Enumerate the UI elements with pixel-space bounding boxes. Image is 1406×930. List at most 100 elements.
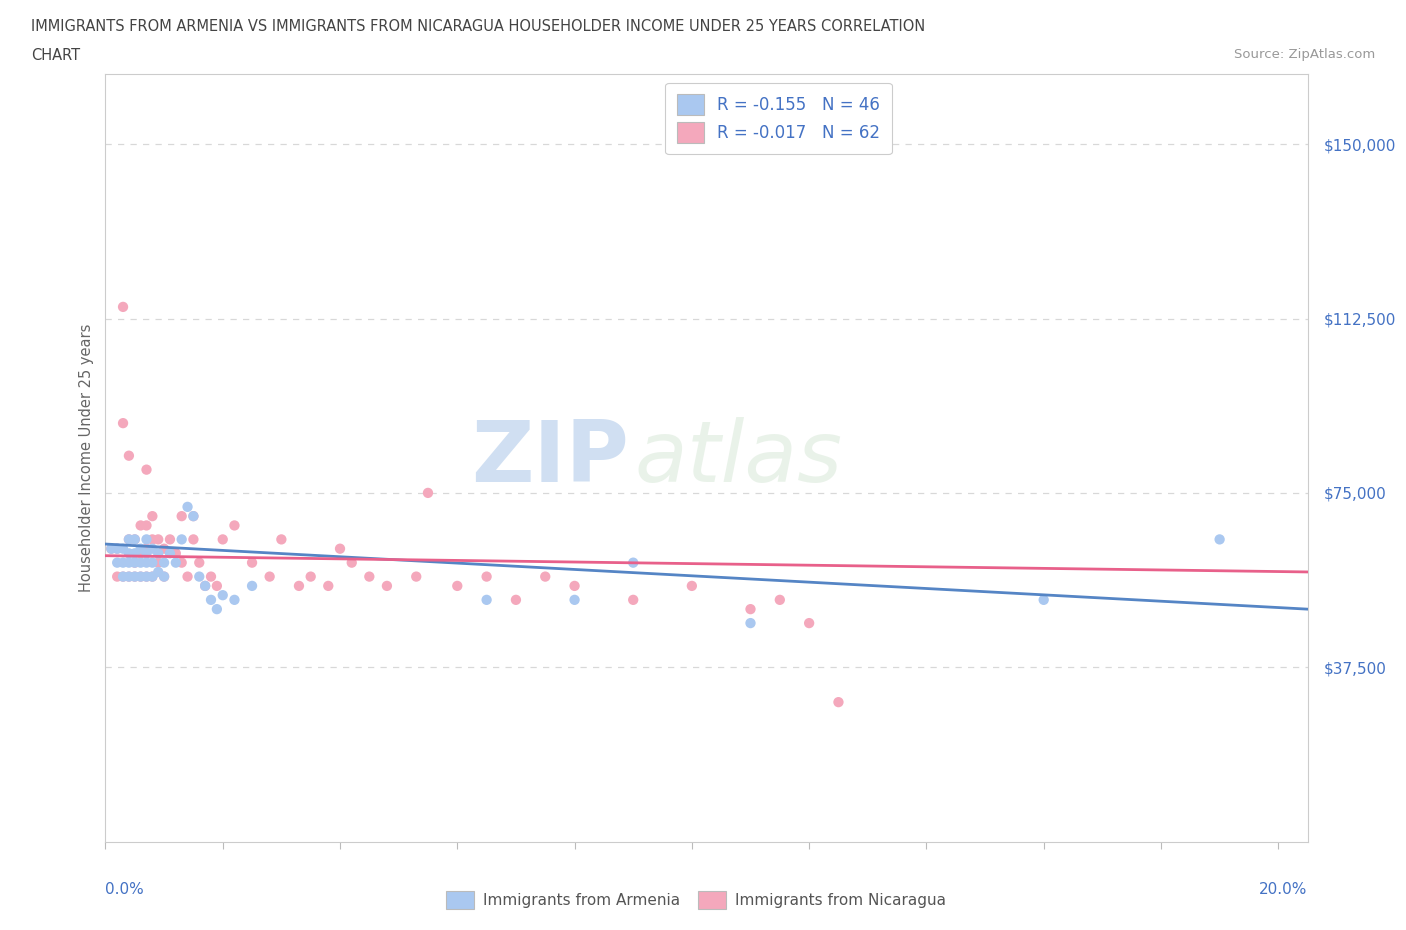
- Point: [159, 546, 181, 561]
- Point: [141, 532, 163, 547]
- Point: [141, 555, 163, 570]
- Point: [153, 555, 176, 570]
- Point: [118, 546, 141, 561]
- Point: [124, 555, 146, 570]
- Point: [148, 555, 170, 570]
- Point: [124, 546, 146, 561]
- Point: [118, 555, 141, 570]
- Point: [105, 555, 128, 570]
- Point: [200, 569, 222, 584]
- Point: [564, 592, 586, 607]
- Point: [475, 592, 498, 607]
- Point: [176, 569, 198, 584]
- Point: [188, 555, 211, 570]
- Point: [112, 569, 135, 584]
- Point: [118, 532, 141, 547]
- Point: [153, 569, 176, 584]
- Point: [165, 555, 187, 570]
- Point: [359, 569, 381, 584]
- Point: [211, 532, 233, 547]
- Point: [129, 541, 152, 556]
- Point: [148, 565, 170, 579]
- Point: [141, 569, 163, 584]
- Text: Source: ZipAtlas.com: Source: ZipAtlas.com: [1234, 48, 1375, 61]
- Point: [100, 541, 122, 556]
- Point: [205, 602, 228, 617]
- Point: [141, 509, 163, 524]
- Point: [270, 532, 292, 547]
- Point: [129, 555, 152, 570]
- Point: [124, 569, 146, 584]
- Point: [124, 555, 146, 570]
- Point: [740, 616, 762, 631]
- Text: atlas: atlas: [634, 417, 842, 499]
- Point: [375, 578, 398, 593]
- Point: [621, 555, 644, 570]
- Point: [475, 569, 498, 584]
- Point: [176, 499, 198, 514]
- Point: [340, 555, 363, 570]
- Point: [118, 569, 141, 584]
- Text: 20.0%: 20.0%: [1260, 882, 1308, 897]
- Point: [240, 555, 263, 570]
- Point: [148, 546, 170, 561]
- Point: [153, 541, 176, 556]
- Point: [1208, 532, 1230, 547]
- Point: [329, 541, 352, 556]
- Point: [505, 592, 527, 607]
- Point: [148, 532, 170, 547]
- Point: [135, 532, 157, 547]
- Point: [100, 541, 122, 556]
- Point: [124, 569, 146, 584]
- Point: [827, 695, 849, 710]
- Text: CHART: CHART: [31, 48, 80, 63]
- Point: [112, 541, 135, 556]
- Point: [135, 569, 157, 584]
- Text: ZIP: ZIP: [471, 417, 628, 499]
- Point: [259, 569, 281, 584]
- Point: [129, 569, 152, 584]
- Text: 0.0%: 0.0%: [105, 882, 145, 897]
- Legend: Immigrants from Armenia, Immigrants from Nicaragua: Immigrants from Armenia, Immigrants from…: [440, 885, 952, 915]
- Point: [534, 569, 557, 584]
- Point: [240, 578, 263, 593]
- Point: [124, 532, 146, 547]
- Point: [135, 555, 157, 570]
- Point: [621, 592, 644, 607]
- Point: [211, 588, 233, 603]
- Point: [188, 569, 211, 584]
- Point: [797, 616, 820, 631]
- Point: [135, 518, 157, 533]
- Point: [1032, 592, 1054, 607]
- Point: [135, 541, 157, 556]
- Point: [141, 569, 163, 584]
- Point: [170, 509, 193, 524]
- Point: [183, 532, 205, 547]
- Point: [405, 569, 427, 584]
- Point: [135, 462, 157, 477]
- Point: [112, 299, 135, 314]
- Point: [112, 569, 135, 584]
- Point: [170, 555, 193, 570]
- Point: [740, 602, 762, 617]
- Point: [183, 509, 205, 524]
- Point: [135, 569, 157, 584]
- Legend: R = -0.155   N = 46, R = -0.017   N = 62: R = -0.155 N = 46, R = -0.017 N = 62: [665, 83, 891, 154]
- Point: [200, 592, 222, 607]
- Point: [118, 569, 141, 584]
- Point: [129, 569, 152, 584]
- Point: [299, 569, 322, 584]
- Point: [112, 555, 135, 570]
- Point: [129, 518, 152, 533]
- Point: [170, 532, 193, 547]
- Point: [105, 541, 128, 556]
- Point: [124, 532, 146, 547]
- Point: [105, 541, 128, 556]
- Text: IMMIGRANTS FROM ARMENIA VS IMMIGRANTS FROM NICARAGUA HOUSEHOLDER INCOME UNDER 25: IMMIGRANTS FROM ARMENIA VS IMMIGRANTS FR…: [31, 19, 925, 33]
- Point: [153, 569, 176, 584]
- Point: [141, 541, 163, 556]
- Point: [224, 592, 246, 607]
- Point: [194, 578, 217, 593]
- Point: [194, 578, 217, 593]
- Point: [681, 578, 703, 593]
